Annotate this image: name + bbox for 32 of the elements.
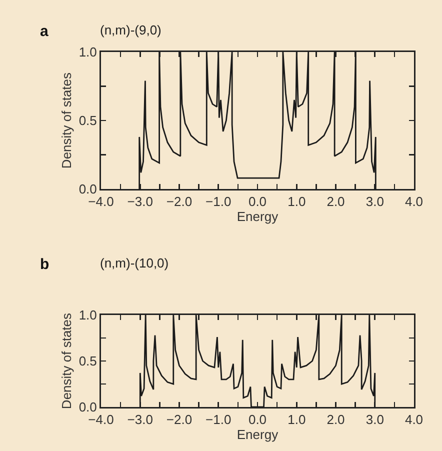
- y-tick-label: 0.5: [78, 113, 97, 128]
- x-tick-label: −3.0: [127, 194, 153, 210]
- y-axis-title: Density of states: [59, 72, 74, 169]
- x-tick-label: 0.0: [248, 412, 267, 428]
- y-tick-label: 0.0: [78, 400, 97, 415]
- x-tick-label: −3.0: [127, 412, 153, 428]
- chart-title: (n,m)-(10,0): [100, 256, 169, 271]
- text: a: [40, 23, 49, 40]
- x-tick-label: 4.0: [404, 412, 424, 428]
- x-tick-label: 2.0: [326, 412, 345, 428]
- x-tick-label: −4.0: [88, 194, 114, 210]
- text: b: [40, 256, 50, 273]
- x-tick-label: 1.0: [288, 412, 306, 428]
- x-axis-title: Energy: [236, 427, 279, 442]
- x-tick-label: −2.0: [166, 412, 192, 428]
- chart-title: (n,m)-(9,0): [100, 22, 162, 38]
- y-axis-title: Density of states: [59, 312, 74, 410]
- x-tick-label: 4.0: [404, 194, 424, 210]
- y-tick-label: 1.0: [78, 308, 97, 323]
- y-tick-label: 0.0: [78, 182, 97, 197]
- x-tick-label: −1.0: [206, 412, 232, 428]
- x-tick-label: 3.0: [366, 412, 384, 428]
- x-tick-label: 1.0: [288, 194, 306, 210]
- x-tick-label: 0.0: [248, 194, 267, 210]
- y-tick-label: 0.5: [78, 354, 97, 369]
- x-tick-label: −2.0: [166, 194, 192, 210]
- x-tick-label: −4.0: [88, 412, 114, 428]
- x-tick-label: 2.0: [326, 194, 345, 210]
- x-axis-title: Energy: [236, 209, 279, 224]
- x-tick-label: −1.0: [206, 194, 232, 210]
- x-tick-label: 3.0: [366, 194, 384, 210]
- y-tick-label: 1.0: [78, 44, 97, 60]
